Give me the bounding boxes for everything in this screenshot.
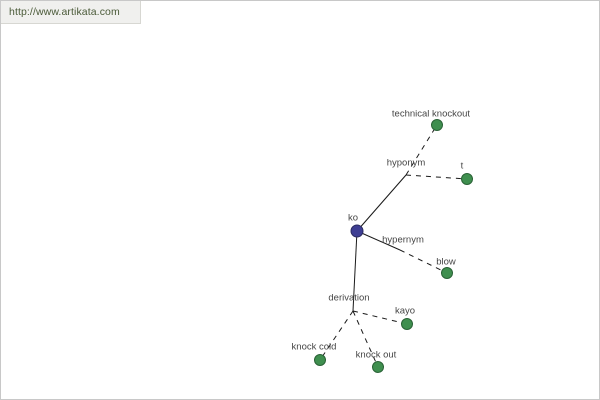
graph-edge-derivation-to-knock-cold bbox=[319, 310, 354, 361]
graph-edge-ko-to-hyponym bbox=[356, 174, 407, 232]
graph-edge-hypernym-to-blow bbox=[399, 249, 448, 274]
url-bar[interactable]: http://www.artikata.com bbox=[1, 1, 141, 24]
graph-node-knock-out[interactable] bbox=[372, 361, 384, 373]
graph-edge-ko-to-hypernym bbox=[356, 230, 401, 251]
edge-layer bbox=[319, 124, 468, 368]
graph-edge-derivation-to-knock-out bbox=[352, 310, 379, 368]
graph-edge-hyponym-to-t bbox=[405, 174, 468, 180]
graph-node-blow[interactable] bbox=[441, 267, 453, 279]
graph-node-t[interactable] bbox=[461, 173, 473, 185]
graph-node-kayo[interactable] bbox=[401, 318, 413, 330]
graph-node-knock-cold[interactable] bbox=[314, 354, 326, 366]
url-text: http://www.artikata.com bbox=[9, 6, 120, 18]
graph-edge-ko-to-derivation bbox=[352, 230, 358, 312]
graph-node-technical-knockout[interactable] bbox=[431, 119, 443, 131]
graph-node-ko[interactable] bbox=[350, 224, 364, 238]
graph-edge-derivation-to-kayo bbox=[352, 310, 408, 325]
graph-edge-hyponym-to-technical-knockout bbox=[405, 124, 438, 176]
